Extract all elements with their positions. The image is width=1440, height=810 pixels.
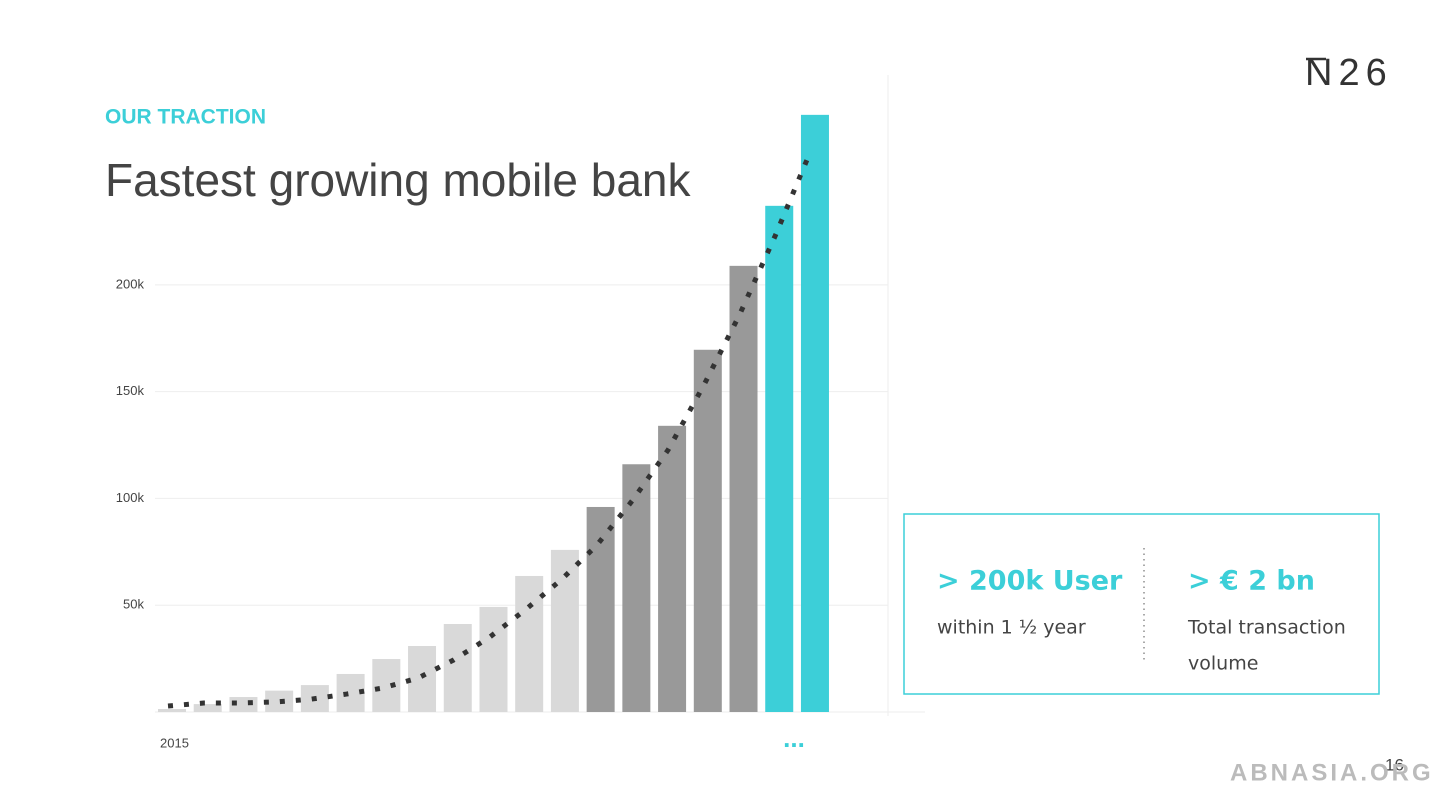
stat-headline: > 200k User bbox=[937, 566, 1123, 597]
bar bbox=[800, 114, 829, 712]
bar bbox=[193, 704, 222, 712]
kicker: OUR TRACTION bbox=[105, 106, 266, 129]
annotation: ... bbox=[783, 723, 805, 753]
y-tick-label: 200k bbox=[116, 276, 145, 291]
bar bbox=[158, 709, 186, 712]
bar bbox=[693, 349, 722, 712]
y-tick-label: 50k bbox=[123, 597, 144, 612]
stat-detail: Total transaction bbox=[1187, 617, 1346, 639]
bar bbox=[658, 425, 687, 712]
watermark: ABNASIA.ORG bbox=[1230, 759, 1434, 786]
stat-detail: volume bbox=[1188, 653, 1258, 675]
bar bbox=[622, 464, 651, 712]
stat-detail: within 1 ½ year bbox=[937, 617, 1086, 639]
bar bbox=[729, 265, 758, 712]
page-number: 16 bbox=[1385, 755, 1404, 774]
stat-headline: > € 2 bn bbox=[1188, 566, 1315, 597]
y-tick-label: 150k bbox=[116, 383, 145, 398]
bar bbox=[265, 690, 294, 712]
bar bbox=[479, 606, 508, 712]
x-tick-label: 2015 bbox=[160, 735, 189, 750]
stat-box bbox=[903, 513, 1380, 695]
y-tick-label: 100k bbox=[116, 490, 145, 505]
bar bbox=[515, 575, 544, 712]
bar bbox=[765, 205, 794, 713]
bar bbox=[443, 624, 472, 712]
heading: Fastest growing mobile bank bbox=[105, 154, 692, 206]
bar bbox=[372, 659, 401, 712]
bar bbox=[550, 549, 579, 712]
bar bbox=[408, 646, 437, 712]
